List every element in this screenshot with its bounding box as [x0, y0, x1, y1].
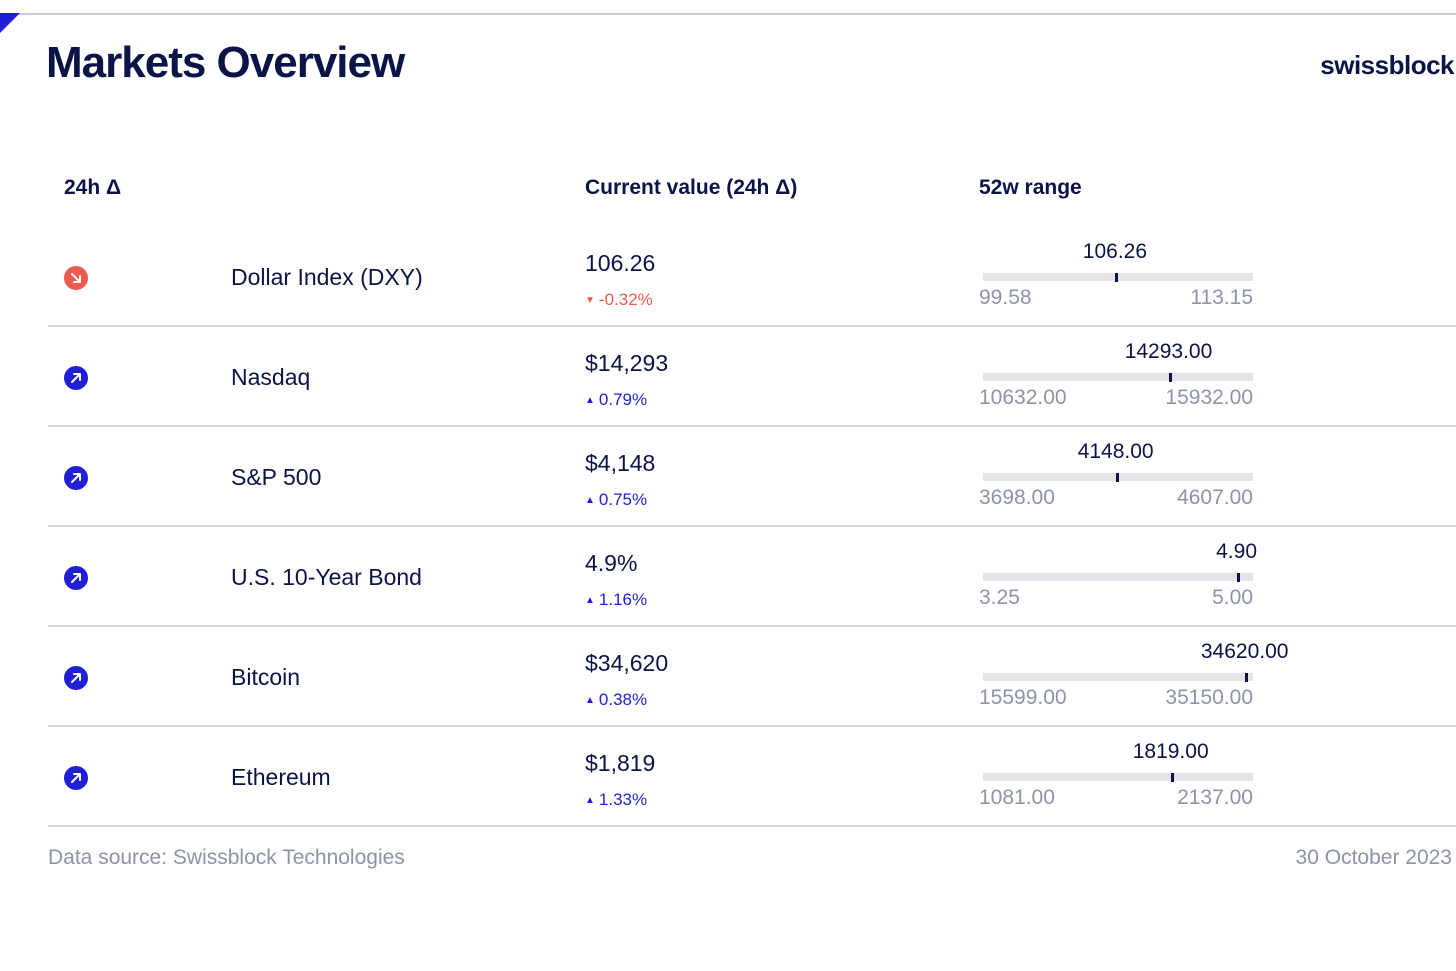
row-divider	[48, 625, 1456, 627]
row-divider	[48, 325, 1456, 327]
table-row: U.S. 10-Year Bond 4.9% ▲ 1.16% 4.90 3.25 5.00	[48, 528, 1456, 628]
range-current-label: 14293.00	[1124, 340, 1213, 363]
change-direction-icon: ▼	[585, 295, 595, 306]
arrow-up-right-icon	[64, 466, 88, 490]
range-track	[983, 673, 1253, 681]
change-24h: ▲ 0.75%	[585, 490, 647, 510]
current-value: $14,293	[585, 350, 669, 376]
report-date: 30 October 2023	[1295, 846, 1452, 869]
asset-name: Ethereum	[231, 764, 331, 790]
data-source: Data source: Swissblock Technologies	[48, 846, 405, 869]
change-value: 0.79%	[598, 390, 648, 409]
page-title: Markets Overview	[46, 38, 405, 87]
range-current-label: 4.90	[1216, 540, 1257, 563]
corner-accent	[0, 13, 20, 33]
range-high: 15932.00	[1165, 386, 1253, 409]
row-divider	[48, 825, 1456, 827]
change-value: 1.33%	[598, 790, 648, 809]
change-24h: ▲ 0.79%	[585, 390, 647, 410]
arrow-up-right-icon	[64, 766, 88, 790]
range-low: 10632.00	[979, 386, 1067, 409]
top-rule	[0, 13, 1456, 15]
arrow-up-right-icon	[64, 666, 88, 690]
range-high: 4607.00	[1177, 486, 1253, 509]
column-header-range: 52w range	[979, 176, 1082, 199]
range-current-label: 4148.00	[1077, 440, 1154, 463]
range-marker	[1168, 373, 1172, 382]
range-current-label: 1819.00	[1132, 740, 1209, 763]
range-low: 99.58	[979, 286, 1032, 309]
range-track	[983, 273, 1253, 281]
table-row: Bitcoin $34,620 ▲ 0.38% 34620.00 15599.00 3515…	[48, 628, 1456, 728]
arrow-up-right-icon	[64, 366, 88, 390]
current-value: $4,148	[585, 450, 656, 476]
range-current-label: 34620.00	[1200, 640, 1289, 663]
range-high: 2137.00	[1177, 786, 1253, 809]
range-high: 35150.00	[1165, 686, 1253, 709]
current-value: $34,620	[585, 650, 669, 676]
change-direction-icon: ▲	[585, 795, 595, 806]
current-value: 4.9%	[585, 550, 638, 576]
table-row: Nasdaq $14,293 ▲ 0.79% 14293.00 10632.00 15932…	[48, 328, 1456, 428]
change-24h: ▲ 1.16%	[585, 590, 647, 610]
range-low: 3698.00	[979, 486, 1055, 509]
range-high: 5.00	[1212, 586, 1253, 609]
column-header-delta: 24h Δ	[64, 176, 122, 199]
range-low: 1081.00	[979, 786, 1055, 809]
range-low: 3.25	[979, 586, 1020, 609]
change-24h: ▲ 1.33%	[585, 790, 647, 810]
asset-name: Bitcoin	[231, 664, 301, 690]
change-value: -0.32%	[598, 290, 653, 309]
range-marker	[1114, 273, 1118, 282]
change-24h: ▲ 0.38%	[585, 690, 647, 710]
row-divider	[48, 425, 1456, 427]
table-row: S&P 500 $4,148 ▲ 0.75% 4148.00 3698.00 4607.00	[48, 428, 1456, 528]
change-value: 0.75%	[598, 490, 648, 509]
range-marker	[1115, 473, 1119, 482]
change-direction-icon: ▲	[585, 695, 595, 706]
range-low: 15599.00	[979, 686, 1067, 709]
change-value: 1.16%	[598, 590, 648, 609]
change-direction-icon: ▲	[585, 495, 595, 506]
table-row: Ethereum $1,819 ▲ 1.33% 1819.00 1081.00 2137.0…	[48, 728, 1456, 828]
range-marker	[1244, 673, 1248, 682]
row-divider	[48, 725, 1456, 727]
range-track	[983, 573, 1253, 581]
change-value: 0.38%	[598, 690, 648, 709]
range-marker	[1170, 773, 1174, 782]
range-track	[983, 773, 1253, 781]
asset-name: S&P 500	[231, 464, 322, 490]
column-header-current: Current value (24h Δ)	[585, 176, 798, 199]
range-current-label: 106.26	[1082, 240, 1148, 263]
asset-name: U.S. 10-Year Bond	[231, 564, 422, 590]
current-value: 106.26	[585, 250, 656, 276]
change-direction-icon: ▲	[585, 395, 595, 406]
asset-name: Nasdaq	[231, 364, 311, 390]
asset-name: Dollar Index (DXY)	[231, 264, 423, 290]
change-direction-icon: ▲	[585, 595, 595, 606]
range-track	[983, 373, 1253, 381]
range-marker	[1236, 573, 1240, 582]
change-24h: ▼ -0.32%	[585, 290, 653, 310]
brand-logo: swissblock	[1320, 50, 1454, 80]
row-divider	[48, 525, 1456, 527]
arrow-down-right-icon	[64, 266, 88, 290]
arrow-up-right-icon	[64, 566, 88, 590]
table-row: Dollar Index (DXY) 106.26 ▼ -0.32% 106.26 99.…	[48, 228, 1456, 328]
current-value: $1,819	[585, 750, 656, 776]
range-high: 113.15	[1190, 286, 1253, 309]
